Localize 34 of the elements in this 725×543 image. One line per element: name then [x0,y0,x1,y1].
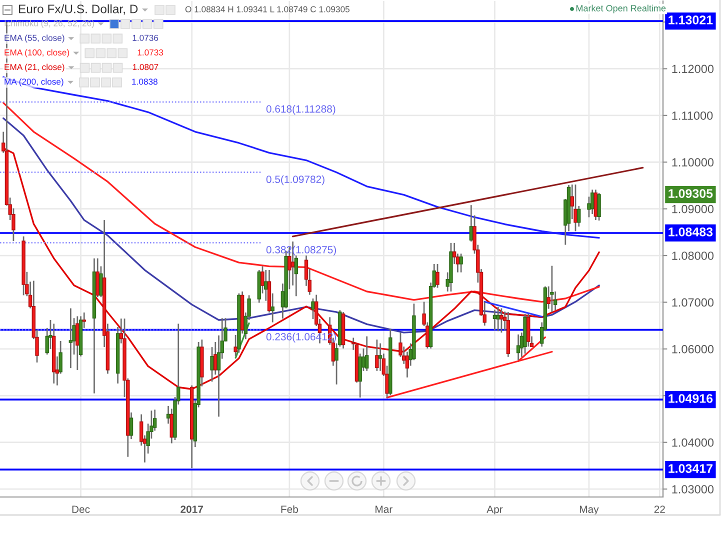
y-tick-label: 1.10000 [672,158,714,167]
ref-line-label: 1.03417 [668,464,712,473]
y-tick-label: 1.04000 [672,438,714,447]
annotation: 1.0838 [132,78,158,85]
y-tick-label: 1.12000 [672,64,714,74]
annotation: 1.0733 [138,49,164,56]
y-tick-label: 1.07000 [672,298,714,307]
ref-line-label: 1.08483 [668,227,713,236]
x-tick-label: 22 [654,506,665,513]
text: EMA (55, close) [4,34,64,43]
y-tick-label: 1.08000 [672,252,714,260]
y-tick-label: 1.09000 [672,204,714,214]
y-tick-label: 1.11000 [672,111,713,120]
text: EMA (21, close) [4,64,64,72]
ref-line-label: 1.13021 [668,16,713,24]
annotation: 0.618(1.11288) [266,105,336,115]
annotation: 0.5(1.09782) [266,175,324,186]
y-tick-label: 1.03000 [672,485,714,494]
text: EMA (100, close) [4,49,70,58]
x-tick-label: 2017 [180,506,203,513]
x-tick-label: Apr [486,506,503,516]
x-tick-label: May [580,506,599,516]
y-tick-label: 1.06000 [672,344,714,354]
annotation: 1.0736 [132,34,158,41]
annotation: Market Open Realtime [576,4,666,14]
annotation: 1.0807 [132,64,158,70]
x-tick-label: Feb [281,505,298,513]
x-tick-label: Dec [72,506,90,513]
chart-subtitle: O 1.08834 H 1.09341 L 1.08749 C 1.09305 [185,6,350,12]
text: 1.09305 [668,189,713,198]
x-tick-label: Mar [376,506,392,513]
chart-title: Euro Fx/U.S. Dollar, D [19,4,138,15]
ref-line-label: 1.04916 [668,394,713,403]
series-label: MA (200, close) [4,78,64,86]
